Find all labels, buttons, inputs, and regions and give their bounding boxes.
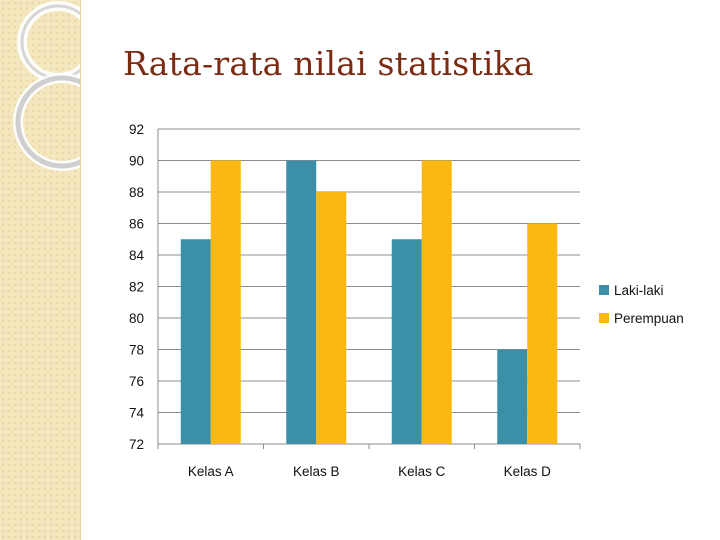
x-tick-label: Kelas C <box>398 464 446 479</box>
legend-label: Laki-laki <box>614 283 664 298</box>
bar-laki-laki <box>391 239 422 444</box>
x-tick-label: Kelas B <box>293 464 340 479</box>
bar-perempuan <box>316 192 347 444</box>
bar-laki-laki <box>180 239 211 444</box>
y-tick-label: 86 <box>129 217 144 232</box>
y-tick-label: 72 <box>129 437 144 452</box>
ring-ornament-icon <box>13 1 80 171</box>
y-tick-label: 74 <box>129 406 145 421</box>
y-tick-label: 90 <box>129 154 144 169</box>
legend-swatch <box>599 285 609 295</box>
side-decoration-band <box>0 0 81 540</box>
bar-perempuan <box>527 223 558 444</box>
bar-perempuan <box>421 160 452 444</box>
bar-laki-laki <box>497 349 528 444</box>
y-tick-label: 80 <box>129 311 144 326</box>
y-tick-label: 76 <box>129 374 144 389</box>
x-tick-label: Kelas A <box>188 464 234 479</box>
bar-perempuan <box>210 160 241 444</box>
bar-laki-laki <box>286 160 317 444</box>
y-tick-label: 78 <box>129 343 144 358</box>
legend-swatch <box>599 313 609 323</box>
slide-title: Rata-rata nilai statistika <box>123 44 534 83</box>
y-tick-label: 88 <box>129 185 144 200</box>
y-tick-label: 92 <box>129 122 144 137</box>
legend-label: Perempuan <box>614 311 684 326</box>
x-tick-label: Kelas D <box>504 464 552 479</box>
y-tick-label: 82 <box>129 280 144 295</box>
y-tick-label: 84 <box>129 248 145 263</box>
